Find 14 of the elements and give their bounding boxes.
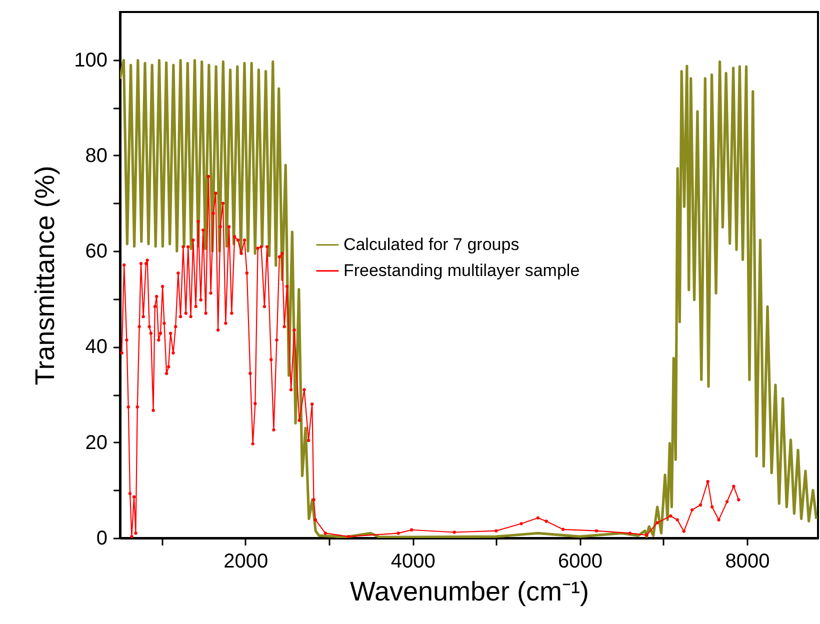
y-tick-label: 40 <box>85 336 108 358</box>
legend-label: Calculated for 7 groups <box>343 234 520 254</box>
y-tick-label: 100 <box>74 49 108 72</box>
x-tick-label: 4000 <box>390 550 436 572</box>
x-tick-label: 8000 <box>725 550 770 572</box>
x-tick-label: 6000 <box>558 550 603 572</box>
y-tick-label: 20 <box>85 432 108 454</box>
y-axis-title: Transmittance (%) <box>30 166 60 386</box>
y-tick-label: 60 <box>85 240 108 263</box>
y-tick-label: 0 <box>96 528 108 550</box>
y-tick-label: 80 <box>85 144 108 167</box>
legend-label: Freestanding multilayer sample <box>343 260 580 280</box>
x-tick-label: 2000 <box>224 550 268 572</box>
x-axis-title: Wavenumber (cm⁻¹) <box>350 576 590 606</box>
